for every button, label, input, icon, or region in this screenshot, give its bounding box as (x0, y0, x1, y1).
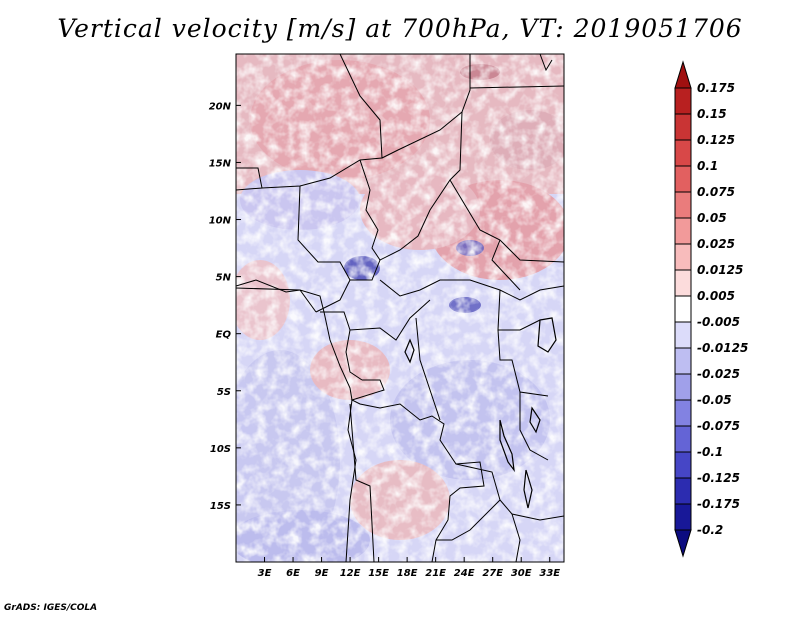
lon-tick-label: 27E (482, 568, 503, 579)
map-frame (235, 53, 565, 563)
colorbar-label: -0.2 (697, 523, 723, 537)
lon-tick-label: 33E (539, 568, 560, 579)
colorbar-label: 0.0125 (697, 263, 743, 277)
lat-tick-label: EQ (216, 330, 232, 341)
lon-tick-label: 21E (425, 568, 446, 579)
lon-tick-label: 6E (286, 568, 300, 579)
latitude-axis: 20N 15N 10N 5N EQ 5S 10S 15S (209, 101, 241, 512)
lat-tick-label: 15S (210, 501, 231, 512)
colorbar-label: -0.0125 (697, 341, 748, 355)
colorbar-label: 0.175 (697, 81, 735, 95)
map-area (236, 54, 564, 562)
colorbar-label: 0.005 (697, 289, 735, 303)
lon-tick-label: 15E (368, 568, 389, 579)
chart-title: Vertical velocity [m/s] at 700hPa, VT: 2… (57, 14, 743, 43)
colorbar-segment (674, 373, 692, 401)
lon-tick-label: 9E (315, 568, 329, 579)
lon-tick-label: 12E (340, 568, 361, 579)
lon-tick-label: 3E (258, 568, 272, 579)
colorbar-label: 0.05 (697, 211, 727, 225)
lon-tick-label: 18E (397, 568, 418, 579)
colorbar-segment (674, 269, 692, 297)
colorbar-segment (674, 139, 692, 167)
colorbar: 0.175 0.15 0.125 0.1 0.075 0.05 0.025 0.0125 0.0… (674, 60, 748, 558)
coastline (236, 54, 553, 562)
lon-tick-label: 30E (511, 568, 532, 579)
colorbar-segment (674, 347, 692, 375)
colorbar-label: 0.025 (697, 237, 735, 251)
colorbar-label: -0.025 (697, 367, 740, 381)
lakes (404, 317, 557, 509)
colorbar-top-arrow (674, 60, 692, 89)
colorbar-segment (674, 321, 692, 349)
lat-tick-label: 15N (209, 158, 232, 169)
colorbar-label: -0.125 (697, 471, 740, 485)
colorbar-segment (674, 87, 692, 115)
colorbar-segment (674, 477, 692, 505)
colorbar-segment (674, 503, 692, 531)
colorbar-segment (674, 165, 692, 193)
colorbar-label: 0.15 (697, 107, 727, 121)
lat-tick-label: 10N (209, 216, 232, 227)
colorbar-label: -0.005 (697, 315, 740, 329)
grads-credit: GrADS: IGES/COLA (4, 603, 98, 613)
lat-tick-label: 20N (209, 101, 232, 112)
colorbar-label: -0.1 (697, 445, 723, 459)
colorbar-label: -0.075 (697, 419, 740, 433)
lat-tick-label: 5S (217, 387, 231, 398)
colorbar-segment (674, 217, 692, 245)
lat-tick-label: 5N (216, 273, 232, 284)
colorbar-segment (674, 451, 692, 479)
lon-tick-label: 24E (454, 568, 475, 579)
colorbar-segment (674, 243, 692, 271)
colorbar-segment (674, 113, 692, 141)
colorbar-bottom-arrow (674, 529, 692, 558)
lat-tick-label: 10S (210, 444, 231, 455)
colorbar-segment (674, 399, 692, 427)
colorbar-label: 0.075 (697, 185, 735, 199)
colorbar-label: 0.125 (697, 133, 735, 147)
colorbar-label: -0.175 (697, 497, 740, 511)
colorbar-segment (674, 295, 692, 323)
longitude-axis: 3E 6E 9E 12E 15E 18E 21E 24E 27E 30E 33E (258, 557, 560, 579)
colorbar-segment (674, 425, 692, 453)
field-texture (236, 54, 564, 562)
colorbar-label: 0.1 (697, 159, 718, 173)
colorbar-label: -0.05 (697, 393, 732, 407)
colorbar-segment (674, 191, 692, 219)
